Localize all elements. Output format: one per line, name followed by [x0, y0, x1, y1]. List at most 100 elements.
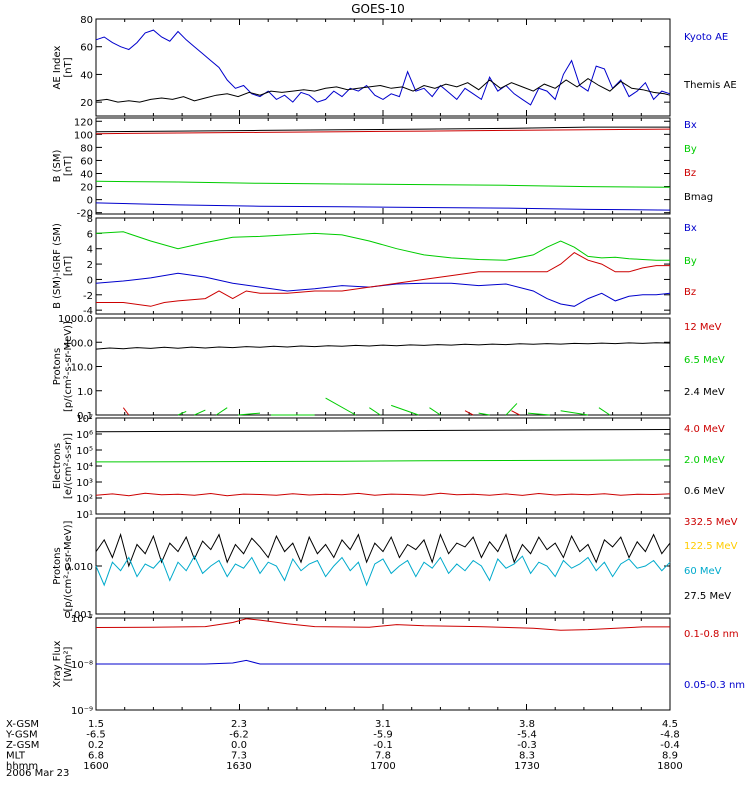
y-tick-label: 10⁴: [76, 462, 93, 473]
y-axis-title: [W/m²]: [63, 646, 74, 681]
y-tick-label: 60: [80, 43, 93, 54]
series-segment: [391, 404, 419, 416]
series-line: [95, 29, 671, 106]
series-line: [95, 126, 670, 133]
panel-frame: [95, 117, 671, 215]
series-segment: [505, 403, 518, 416]
series-line: [95, 342, 671, 350]
panel-7: 10⁻⁹ 10⁻⁸ 10⁻⁷ Xray Flux [W/m²] 0.1-0.8 nm 0.0…: [52, 614, 745, 717]
y-tick-label: -20: [77, 209, 93, 220]
legend-entry: Bx: [684, 120, 697, 131]
y-axis-title: [e/(cm²-s-sr)]: [63, 433, 74, 499]
footer-value: 1730: [514, 761, 539, 772]
footer-value: 7.8: [375, 751, 391, 762]
series-segment: [429, 407, 441, 416]
series-segment: [215, 407, 228, 416]
footer-value: -6.2: [229, 730, 249, 741]
figure-title: GOES-10: [351, 2, 405, 16]
legend-entry: 4.0 MeV: [684, 424, 725, 435]
series-segment: [122, 407, 130, 416]
y-tick-label: 10⁻⁹: [71, 706, 93, 717]
series-segment: [325, 397, 356, 416]
y-axis-title: B (SM): [52, 149, 63, 182]
y-axis-title: B (SM)-IGRF (SM): [52, 223, 63, 309]
footer-value: 2.3: [231, 719, 247, 730]
y-tick-label: 0.001: [64, 610, 93, 621]
series-segment: [478, 412, 490, 416]
footer-value: -5.9: [373, 730, 393, 741]
footer-value: -0.4: [660, 740, 680, 751]
y-tick-label: 10⁶: [76, 430, 93, 441]
y-axis-title: [nT]: [63, 57, 74, 77]
series-segment: [598, 407, 611, 416]
footer-value: -0.1: [373, 740, 393, 751]
footer-value: -4.8: [660, 730, 680, 741]
y-tick-label: 1.0: [77, 387, 93, 398]
footer-value: -5.4: [517, 730, 537, 741]
panel-frame: [95, 18, 671, 117]
series-line: [95, 180, 671, 188]
y-tick-label: 20: [80, 98, 93, 109]
legend-entry: 0.1-0.8 nm: [684, 629, 739, 640]
footer-value: 4.5: [662, 719, 678, 730]
y-tick-label: 100: [74, 130, 93, 141]
footer-value: 0.2: [88, 740, 104, 751]
panel-1: 20 40 60 80 AE Index [nT] Kyoto AE Themis AE: [52, 15, 737, 117]
series-segment: [511, 410, 520, 416]
footer-value: -6.5: [86, 730, 106, 741]
legend-entry: 2.0 MeV: [684, 455, 725, 466]
y-tick-label: 0: [87, 196, 93, 207]
footer-date: 2006 Mar 23: [6, 768, 69, 779]
legend-entry: 6.5 MeV: [684, 355, 725, 366]
series-segment: [194, 409, 206, 416]
legend-entry: 332.5 MeV: [684, 517, 738, 528]
y-tick-label: 10⁻⁷: [71, 614, 93, 625]
series-line: [95, 429, 671, 433]
series-line: [96, 659, 670, 665]
footer-value: 8.9: [662, 751, 678, 762]
series-line: [95, 555, 671, 587]
legend-entry: Bmag: [684, 192, 713, 203]
y-tick-label: 80: [80, 15, 93, 26]
y-tick-label: 10³: [76, 478, 93, 489]
footer-row-label: hhmm: [6, 761, 38, 772]
legend-entry: 27.5 MeV: [684, 591, 731, 602]
footer-table: 2006 Mar 23 X-GSM 1.5 2.3 3.1 3.8 4.5 Y-GSM -6.…: [5, 719, 683, 779]
footer-row-label: Z-GSM: [6, 740, 39, 751]
series-line: [95, 231, 670, 261]
series-line: [95, 272, 671, 307]
footer-value: 0.0: [231, 740, 247, 751]
y-tick-label: -2: [83, 291, 93, 302]
series-segment: [238, 412, 261, 416]
y-tick-label: 6: [87, 229, 93, 240]
y-axis-title: [p/(cm²-s-sr-MeV)]: [63, 520, 74, 611]
y-tick-label: -4: [83, 306, 93, 317]
series-segment: [560, 410, 589, 416]
legend-entry: 2.4 MeV: [684, 387, 725, 398]
y-axis-title: [nT]: [63, 256, 74, 276]
footer-value: 3.8: [519, 719, 535, 730]
y-tick-label: 120: [74, 117, 93, 128]
y-tick-label: 10.0: [71, 363, 93, 374]
legend-entry: 0.05-0.3 nm: [684, 680, 745, 691]
y-tick-label: 10⁵: [76, 446, 93, 457]
series-segment: [369, 407, 381, 416]
y-tick-label: 0.010: [64, 562, 93, 573]
legend-entry: 0.6 MeV: [684, 486, 725, 497]
series-line: [95, 202, 671, 211]
y-tick-label: 40: [80, 170, 93, 181]
footer-value: 1600: [83, 761, 108, 772]
y-axis-title: [nT]: [63, 156, 74, 176]
y-tick-label: 10⁷: [76, 414, 93, 425]
series-line: [95, 459, 671, 463]
footer-value: 1800: [657, 761, 682, 772]
y-tick-label: 20: [80, 183, 93, 194]
footer-value: 1.5: [88, 719, 104, 730]
footer-row-label: Y-GSM: [5, 730, 38, 741]
y-axis-title: AE Index: [52, 45, 63, 89]
legend-entry: Bx: [684, 223, 697, 234]
y-tick-label: 60: [80, 156, 93, 167]
